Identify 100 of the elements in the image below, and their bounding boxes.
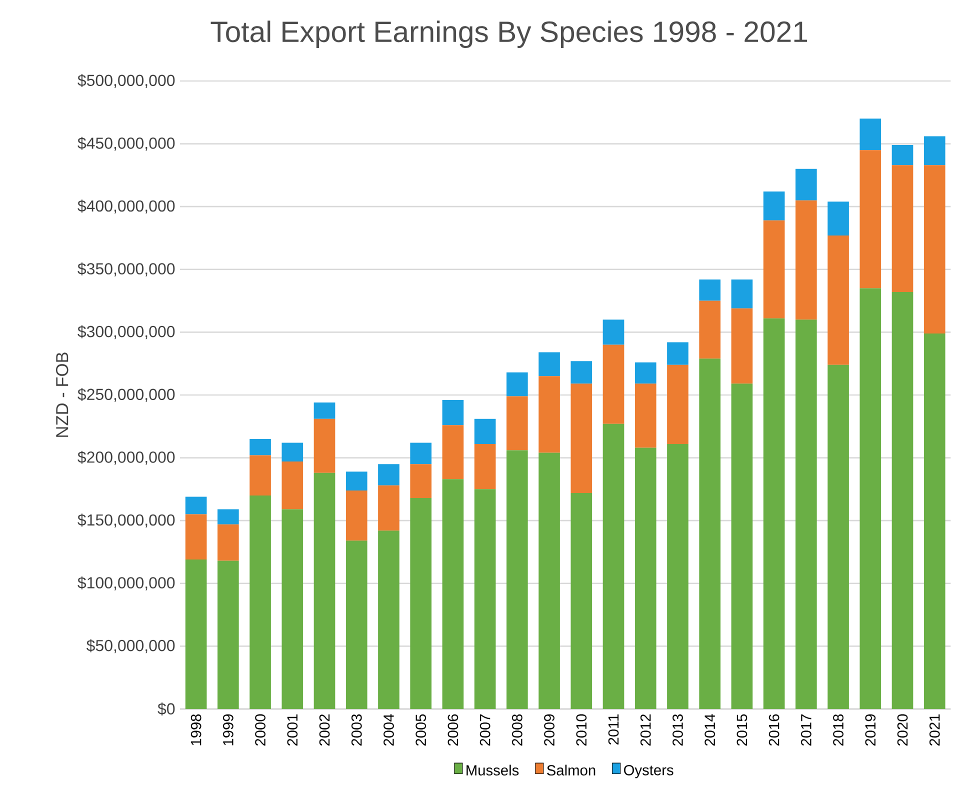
bar — [570, 384, 592, 493]
bar — [924, 136, 946, 166]
bar — [763, 220, 785, 318]
bar — [474, 444, 496, 490]
bar — [634, 448, 656, 709]
y-tick-label: $300,000,000 — [78, 325, 175, 340]
x-tick-label: 2007 — [480, 714, 490, 746]
bar — [442, 425, 464, 480]
bar — [860, 150, 882, 288]
bar — [314, 402, 336, 419]
bar — [185, 496, 207, 514]
y-tick-label: $50,000,000 — [86, 639, 175, 654]
y-tick-label: $100,000,000 — [78, 576, 175, 590]
x-tick-label: 2009 — [544, 714, 554, 746]
bar — [602, 424, 624, 709]
bar — [282, 442, 304, 462]
bar — [731, 384, 753, 709]
chart-title: Total Export Earnings By Species 1998 - 2021 — [210, 20, 808, 48]
x-tick-label: 1998 — [190, 714, 202, 746]
bar — [699, 279, 721, 301]
bar — [731, 279, 753, 308]
bar — [892, 145, 914, 166]
bar — [892, 165, 914, 292]
x-tick-label: 2020 — [897, 714, 908, 746]
y-tick-label: $150,000,000 — [78, 514, 175, 528]
bar — [667, 444, 688, 709]
bar — [218, 524, 239, 561]
bar — [828, 235, 849, 365]
bar — [506, 396, 528, 450]
bar — [250, 455, 271, 496]
x-tick-label: 2003 — [351, 714, 362, 746]
x-tick-label: 2015 — [736, 714, 748, 746]
bar — [731, 308, 753, 384]
bar — [634, 362, 656, 384]
bar — [538, 376, 560, 453]
bar — [314, 418, 336, 473]
x-tick-label: 2019 — [865, 714, 876, 746]
bar — [218, 560, 239, 709]
bar — [763, 318, 785, 709]
bar — [185, 514, 207, 560]
x-tick-label: 2011 — [608, 714, 619, 745]
x-tick-label: 2002 — [319, 714, 330, 746]
x-tick-label: 2006 — [448, 714, 458, 746]
y-tick-label: $250,000,000 — [78, 388, 175, 402]
legend-label: Mussels — [466, 764, 519, 776]
x-tick-label: 2004 — [384, 714, 394, 746]
bar — [570, 361, 592, 384]
bar — [796, 168, 817, 200]
x-tick-label: 2018 — [833, 714, 844, 746]
x-tick-label: 2021 — [929, 714, 940, 746]
bar — [378, 464, 400, 486]
bar — [410, 498, 432, 709]
y-tick-label: $0 — [158, 702, 175, 716]
bar — [346, 490, 368, 541]
bar — [602, 320, 624, 345]
legend-label: Oysters — [624, 764, 674, 778]
bar — [314, 472, 336, 709]
bar — [860, 288, 882, 709]
bar — [185, 560, 207, 709]
bar — [218, 509, 239, 524]
x-tick-label: 2012 — [640, 714, 651, 746]
bar — [763, 192, 785, 220]
bar — [667, 342, 688, 365]
x-tick-label: 2017 — [800, 714, 812, 746]
y-tick-label: $500,000,000 — [78, 74, 175, 88]
y-tick-label: $350,000,000 — [78, 262, 175, 276]
bar — [924, 165, 946, 334]
bar — [667, 364, 688, 444]
y-tick-label: $200,000,000 — [78, 450, 175, 465]
x-tick-label: 2005 — [416, 714, 426, 746]
x-tick-label: 2010 — [576, 714, 587, 746]
bar — [892, 292, 914, 709]
bar — [442, 400, 464, 426]
bar — [282, 462, 304, 510]
x-tick-label: 1999 — [222, 714, 234, 746]
bar — [506, 372, 528, 396]
bar — [474, 418, 496, 444]
bar — [410, 442, 432, 464]
bar — [538, 452, 560, 709]
legend-label: Salmon — [547, 764, 596, 776]
x-tick-label: 2013 — [672, 714, 683, 746]
bar — [346, 472, 368, 490]
bar — [378, 485, 400, 531]
x-tick-label: 2014 — [704, 714, 716, 746]
bar — [924, 333, 946, 709]
bar — [860, 118, 882, 150]
bar — [442, 479, 464, 709]
bar — [570, 492, 592, 709]
bar — [699, 358, 721, 709]
bar — [796, 200, 817, 320]
bar — [250, 495, 271, 709]
bar — [506, 450, 528, 709]
bar — [634, 384, 656, 448]
bar — [346, 540, 368, 709]
x-tick-label: 2016 — [768, 714, 780, 746]
x-tick-label: 2001 — [287, 714, 298, 746]
bar — [410, 464, 432, 498]
bar — [699, 300, 721, 359]
bar — [282, 509, 304, 709]
x-tick-label: 2008 — [512, 714, 522, 746]
